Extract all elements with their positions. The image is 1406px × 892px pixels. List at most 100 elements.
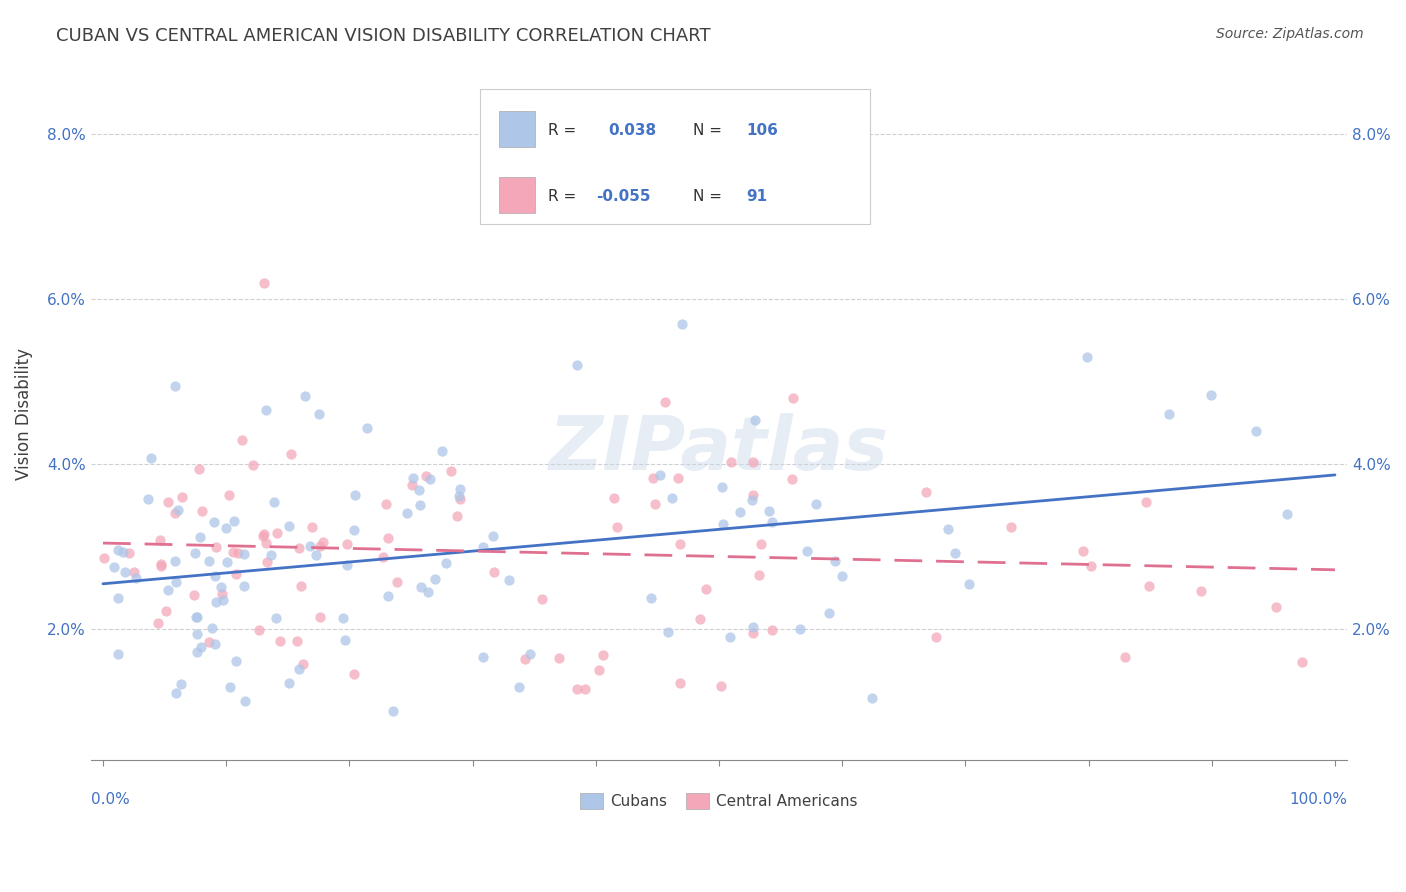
Point (411, 580, 433, 594)
Point (165, 575, 187, 590)
Point (375, 497, 398, 511)
Point (103, 559, 125, 574)
Point (515, 652, 537, 666)
Point (256, 555, 278, 569)
Point (1189, 584, 1212, 599)
Point (259, 548, 281, 562)
Point (204, 569, 226, 583)
Point (217, 555, 239, 569)
Point (308, 610, 330, 624)
Point (1114, 650, 1136, 665)
Point (167, 503, 190, 517)
Point (280, 447, 302, 461)
Point (1000, 520, 1022, 534)
Point (149, 558, 172, 572)
Point (741, 625, 763, 640)
Point (299, 539, 322, 553)
Point (1264, 600, 1286, 615)
Point (125, 571, 148, 585)
Point (266, 611, 288, 625)
Point (449, 491, 471, 506)
Point (253, 276, 276, 290)
Point (661, 491, 683, 505)
Point (169, 677, 191, 691)
Point (484, 565, 506, 579)
Point (336, 558, 359, 573)
Point (720, 455, 742, 469)
Point (165, 378, 187, 392)
Point (408, 483, 430, 498)
Point (247, 623, 270, 637)
Point (107, 543, 129, 558)
FancyBboxPatch shape (499, 112, 536, 147)
Point (188, 530, 211, 544)
Point (644, 497, 666, 511)
Point (761, 515, 783, 529)
Text: -0.055: -0.055 (596, 189, 651, 204)
Point (789, 622, 811, 636)
Point (957, 576, 980, 591)
Point (668, 536, 690, 550)
Point (749, 537, 772, 551)
Point (592, 648, 614, 662)
Point (149, 533, 172, 548)
Point (184, 546, 207, 560)
Point (666, 470, 689, 484)
Point (202, 515, 225, 529)
Point (170, 490, 193, 504)
Point (157, 495, 180, 509)
Text: 0.038: 0.038 (609, 123, 657, 138)
Point (758, 504, 780, 518)
Point (689, 612, 711, 626)
Point (150, 559, 173, 574)
Point (741, 493, 763, 508)
Point (111, 545, 134, 559)
Point (186, 626, 208, 640)
Point (1157, 408, 1180, 422)
Point (288, 541, 311, 555)
Point (418, 584, 440, 599)
Point (401, 478, 423, 492)
Point (218, 488, 240, 502)
Point (548, 651, 571, 665)
Point (225, 566, 247, 581)
Point (186, 610, 208, 624)
Point (242, 458, 264, 472)
Point (183, 588, 205, 602)
Point (222, 545, 245, 559)
Point (232, 547, 254, 561)
Point (430, 444, 453, 458)
Point (186, 609, 208, 624)
FancyBboxPatch shape (481, 89, 870, 224)
Point (831, 569, 853, 583)
Point (695, 582, 717, 597)
Point (668, 676, 690, 690)
FancyBboxPatch shape (499, 178, 536, 213)
Point (498, 573, 520, 587)
Point (294, 389, 316, 403)
Point (204, 540, 226, 554)
Text: N =: N = (693, 189, 721, 204)
Point (233, 694, 256, 708)
Point (925, 630, 948, 644)
Point (336, 537, 359, 551)
Point (481, 529, 503, 543)
Point (574, 681, 596, 696)
Point (671, 317, 693, 331)
Text: CUBAN VS CENTRAL AMERICAN VISION DISABILITY CORRELATION CHART: CUBAN VS CENTRAL AMERICAN VISION DISABIL… (56, 27, 711, 45)
Point (191, 504, 214, 518)
Point (332, 611, 354, 625)
Point (204, 595, 226, 609)
Point (215, 521, 238, 535)
Point (718, 630, 741, 644)
Point (288, 662, 311, 676)
Point (860, 691, 883, 706)
Point (377, 531, 399, 545)
Point (640, 591, 662, 606)
Point (519, 648, 541, 662)
Point (567, 358, 589, 372)
Point (641, 471, 664, 485)
Point (226, 546, 249, 560)
Point (915, 485, 938, 500)
Point (312, 535, 335, 549)
